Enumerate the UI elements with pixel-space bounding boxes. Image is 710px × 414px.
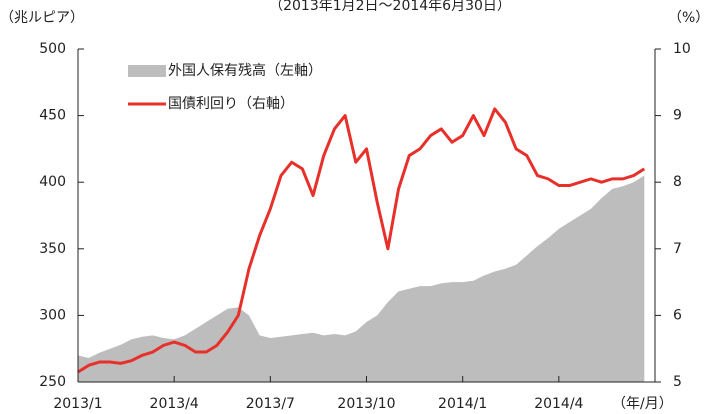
y2-tick-label: 10 xyxy=(673,41,691,57)
x-tick-label: 2013/10 xyxy=(337,396,395,412)
y2-tick-label: 7 xyxy=(673,241,682,257)
x-axis-label: （年/月） xyxy=(612,396,673,412)
y-tick-label: 300 xyxy=(39,307,66,323)
y2-axis-label: （%） xyxy=(668,10,709,26)
y-axis-label: （兆ルピア） xyxy=(0,10,84,26)
y2-tick-label: 8 xyxy=(673,174,682,190)
area xyxy=(78,175,645,382)
x-tick-label: 2013/4 xyxy=(150,396,199,412)
x-tick-label: 2014/1 xyxy=(438,396,487,412)
x-tick-label: 2014/4 xyxy=(534,396,583,412)
y-tick-label: 250 xyxy=(39,374,66,390)
y-tick-label: 350 xyxy=(39,241,66,257)
y-tick-label: 450 xyxy=(39,108,66,124)
legend-swatch xyxy=(128,65,166,77)
chart-subtitle: （2013年1月2日～2014年6月30日） xyxy=(269,0,511,14)
line xyxy=(77,107,646,374)
y-tick-label: 500 xyxy=(39,41,66,57)
legend-label: 外国人保有残高（左軸） xyxy=(168,62,322,79)
x-tick-label: 2013/1 xyxy=(53,396,102,412)
y2-tick-label: 5 xyxy=(673,374,682,390)
y-tick-label: 400 xyxy=(39,174,66,190)
legend-label: 国債利回り（右軸） xyxy=(168,96,294,112)
x-tick-label: 2013/7 xyxy=(246,396,295,412)
y2-tick-label: 9 xyxy=(673,108,682,124)
y2-tick-label: 6 xyxy=(673,307,682,323)
